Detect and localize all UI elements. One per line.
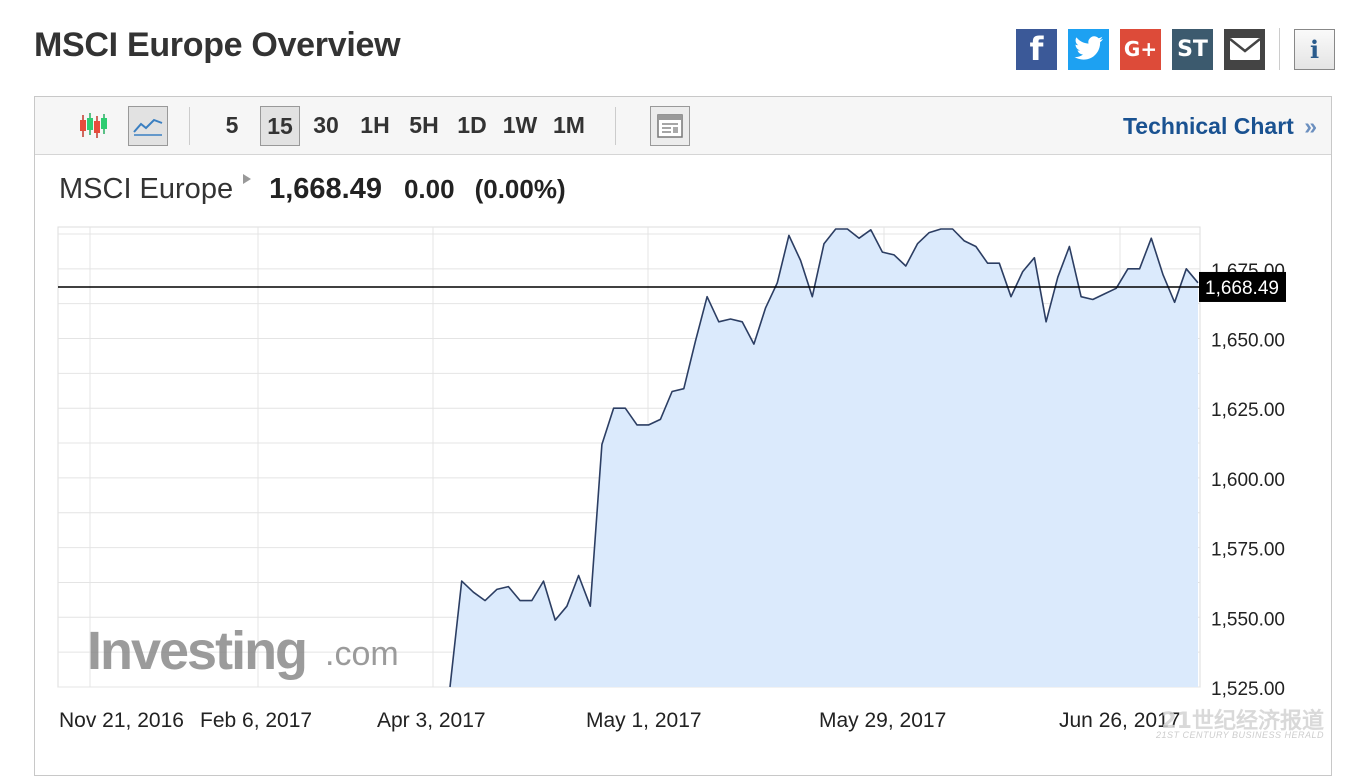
- x-tick-label: Nov 21, 2016: [59, 709, 184, 732]
- current-price-label: 1,668.49: [1205, 278, 1279, 299]
- x-tick-label: May 1, 2017: [586, 709, 702, 732]
- google-plus-share-button[interactable]: G+: [1120, 29, 1161, 70]
- twitter-icon: [1074, 36, 1104, 62]
- x-tick-label: Feb 6, 2017: [200, 709, 312, 732]
- investing-logo-suffix: .com: [325, 635, 399, 673]
- envelope-icon: [1229, 37, 1261, 61]
- y-tick-label: 1,600.00: [1211, 470, 1285, 491]
- y-tick-label: 1,550.00: [1211, 609, 1285, 630]
- y-tick-label: 1,625.00: [1211, 400, 1285, 421]
- y-tick-label: 1,525.00: [1211, 679, 1285, 700]
- info-icon: i: [1310, 35, 1319, 64]
- x-tick-label: Apr 3, 2017: [377, 709, 486, 732]
- stocktwits-share-button[interactable]: ST: [1172, 29, 1213, 70]
- info-button[interactable]: i: [1294, 29, 1335, 70]
- twitter-share-button[interactable]: [1068, 29, 1109, 70]
- page-title: MSCI Europe Overview: [34, 26, 400, 65]
- price-chart[interactable]: Investing .com 1,525.00 1,550.00 1,575.00 1,6…: [35, 97, 1331, 753]
- stocktwits-icon: ST: [1177, 37, 1208, 62]
- share-separator: [1279, 28, 1280, 70]
- google-plus-icon: G+: [1124, 37, 1157, 61]
- y-tick-label: 1,575.00: [1211, 540, 1285, 561]
- share-bar: f G+ ST i: [1016, 28, 1335, 70]
- y-tick-label: 1,650.00: [1211, 331, 1285, 352]
- email-share-button[interactable]: [1224, 29, 1265, 70]
- x-tick-label: May 29, 2017: [819, 709, 946, 732]
- investing-logo: Investing: [87, 621, 306, 681]
- facebook-icon: f: [1030, 30, 1044, 68]
- watermark-english: 21ST CENTURY BUSINESS HERALD: [1156, 730, 1324, 740]
- facebook-share-button[interactable]: f: [1016, 29, 1057, 70]
